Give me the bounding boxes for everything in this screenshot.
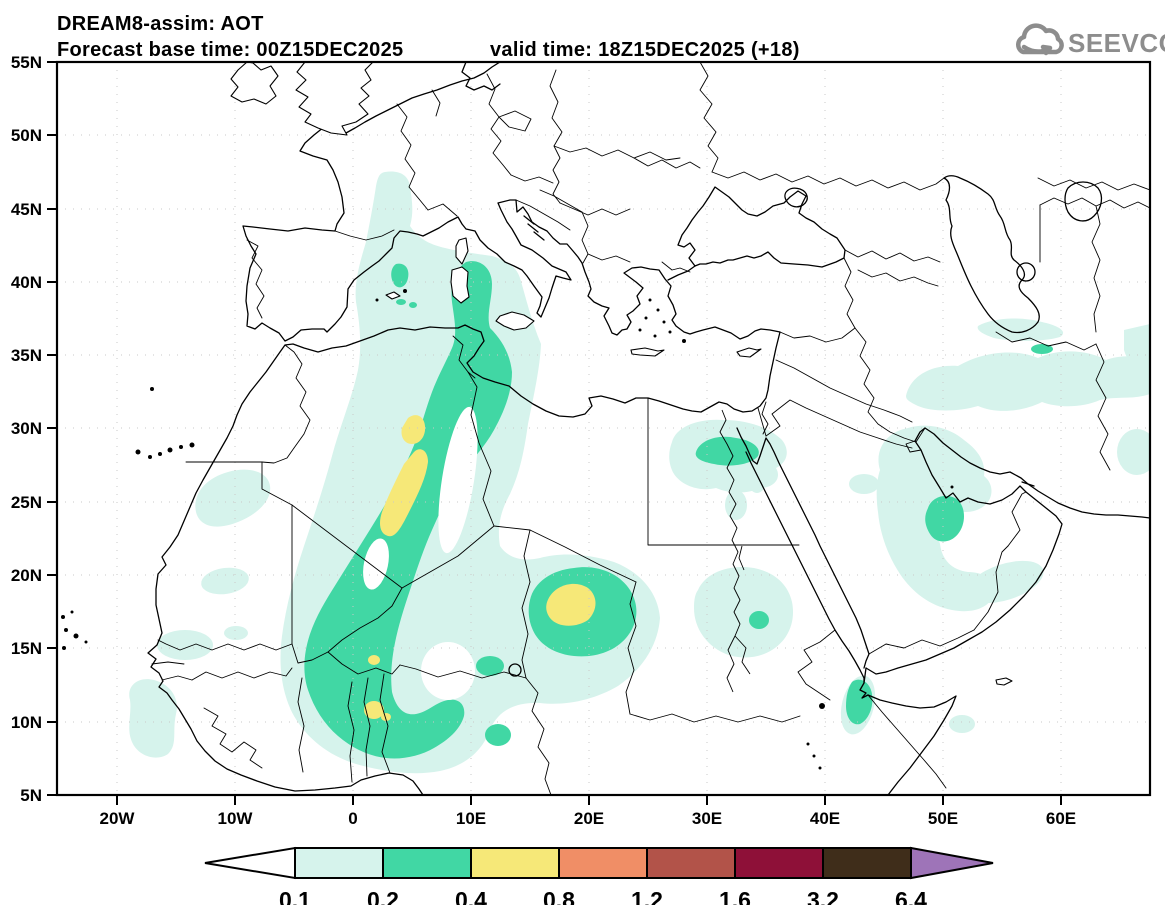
seevccc-logo: SEEVCCC — [1016, 23, 1165, 58]
colorbar-segment — [294, 847, 384, 879]
colorbar-segment — [822, 847, 912, 879]
lat-tick-labels: 55N 50N 45N 40N 35N 30N 25N 20N 15N 10N … — [11, 53, 42, 805]
lon-label: 20W — [100, 809, 136, 828]
lat-tickmarks — [47, 61, 57, 796]
page-title: DREAM8-assim: AOT — [57, 13, 264, 35]
sicily-island — [495, 311, 535, 331]
great-britain-island — [295, 62, 374, 136]
logo-text: SEEVCCC — [1068, 28, 1165, 58]
islands — [61, 62, 1035, 770]
colorbar-segment — [734, 847, 824, 879]
colorbar-tick: 0.2 — [367, 887, 399, 905]
colorbar-tick: 1.6 — [719, 887, 751, 905]
lat-label: 10N — [11, 713, 42, 732]
colorbar: 0.1 0.2 0.4 0.8 1.2 1.6 3.2 6.4 — [204, 846, 994, 905]
cloud-arrow-icon — [1021, 44, 1053, 56]
country-borders — [151, 62, 1150, 795]
lon-label: 10W — [218, 809, 254, 828]
lat-label: 50N — [11, 126, 42, 145]
lat-label: 15N — [11, 639, 42, 658]
aot-fill-gaps — [363, 406, 478, 700]
crete-island — [630, 347, 665, 357]
map-frame: 55N 50N 45N 40N 35N 30N 25N 20N 15N 10N … — [11, 53, 1152, 828]
ireland-island — [230, 62, 279, 105]
colorbar-segment — [382, 847, 472, 879]
colorbar-tick: 0.1 — [279, 887, 311, 905]
aot-contour-level-0.4 — [364, 415, 596, 721]
colorbar-arrow-right — [910, 846, 994, 880]
colorbar-segment — [558, 847, 648, 879]
base-time-label: Forecast base time: 00Z15DEC2025 — [57, 39, 403, 61]
lon-tick-labels: 20W 10W 0 10E 20E 30E 40E 50E 60E — [100, 809, 1077, 828]
lon-label: 50E — [928, 809, 958, 828]
lat-label: 20N — [11, 566, 42, 585]
lat-label: 35N — [11, 346, 42, 365]
colorbar-tick: 0.8 — [543, 887, 575, 905]
sardinia-island — [450, 266, 470, 304]
lat-label: 55N — [11, 53, 42, 72]
lon-tickmarks — [116, 795, 1062, 805]
socotra-island — [995, 677, 1013, 686]
lat-label: 45N — [11, 200, 42, 219]
lat-label: 30N — [11, 419, 42, 438]
lon-label: 10E — [456, 809, 486, 828]
lat-label: 5N — [20, 786, 42, 805]
lon-label: 20E — [574, 809, 604, 828]
lon-label: 40E — [810, 809, 840, 828]
lat-label: 40N — [11, 273, 42, 292]
valid-time-label: valid time: 18Z15DEC2025 (+18) — [490, 39, 800, 61]
colorbar-labels: 0.1 0.2 0.4 0.8 1.2 1.6 3.2 6.4 — [279, 887, 927, 905]
lat-label: 25N — [11, 493, 42, 512]
colorbar-tick: 6.4 — [895, 887, 927, 905]
cyprus-island — [736, 347, 762, 358]
corsica-island — [455, 237, 469, 265]
cloud-icon — [1016, 23, 1064, 55]
colorbar-tick: 0.4 — [455, 887, 487, 905]
header: DREAM8-assim: AOT Forecast base time: 00… — [57, 13, 800, 61]
nile-river — [719, 409, 751, 693]
balearic-islands — [385, 291, 401, 300]
colorbar-tick: 1.2 — [631, 887, 663, 905]
lon-label: 30E — [692, 809, 722, 828]
lon-label: 60E — [1046, 809, 1076, 828]
colorbar-segment — [470, 847, 560, 879]
lon-label: 0 — [348, 809, 357, 828]
aot-fill-layer — [57, 62, 1150, 795]
colorbar-tick: 3.2 — [807, 887, 839, 905]
colorbar-segment — [646, 847, 736, 879]
colorbar-arrow-left — [204, 846, 296, 880]
